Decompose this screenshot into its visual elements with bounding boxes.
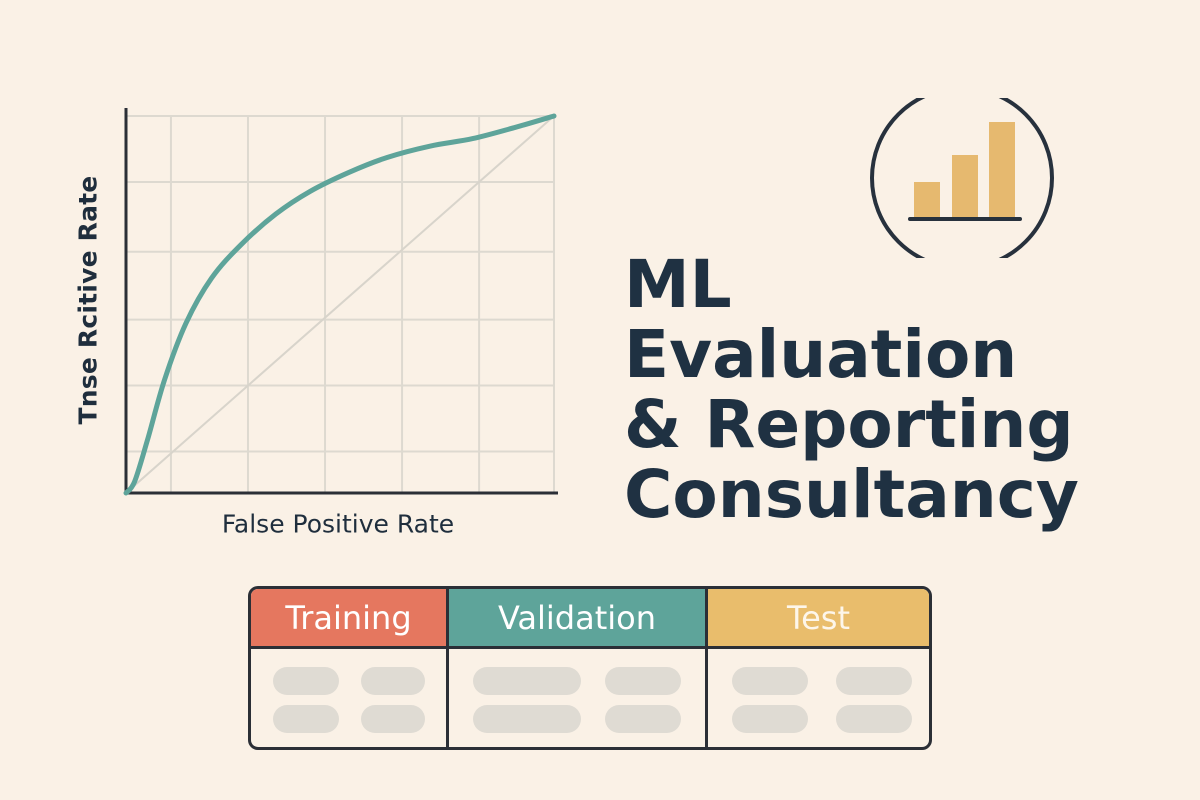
placeholder-pill	[273, 667, 339, 695]
bar-chart-icon	[870, 98, 1054, 258]
placeholder-pill	[361, 667, 425, 695]
validation-header: Validation	[449, 589, 705, 649]
data-splits-table: Training Validation Test	[248, 586, 932, 750]
title-line-2: Evaluation	[624, 316, 1018, 393]
roc-chart	[123, 108, 558, 496]
roc-curve	[123, 113, 557, 496]
badge-bar-2	[952, 155, 978, 218]
placeholder-pill	[732, 667, 808, 695]
title-line-1: ML	[624, 246, 732, 323]
validation-column: Validation	[449, 589, 708, 747]
badge-bar-3	[989, 122, 1015, 218]
training-header: Training	[251, 589, 446, 649]
reference-diagonal	[125, 115, 555, 494]
placeholder-pill	[605, 667, 681, 695]
training-body	[251, 649, 446, 747]
x-axis-label: False Positive Rate	[221, 509, 455, 539]
test-column: Test	[708, 589, 929, 747]
test-header: Test	[708, 589, 929, 649]
title-line-4: Consultancy	[624, 456, 1079, 533]
placeholder-pill	[473, 705, 581, 733]
title-line-3: & Reporting	[624, 386, 1074, 463]
placeholder-pill	[732, 705, 808, 733]
placeholder-pill	[361, 705, 425, 733]
placeholder-pill	[836, 667, 912, 695]
placeholder-pill	[836, 705, 912, 733]
placeholder-pill	[605, 705, 681, 733]
placeholder-pill	[473, 667, 581, 695]
y-axis-label: Tnse Rcitive Rate	[73, 175, 103, 425]
page-title: ML Evaluation & Reporting Consultancy	[624, 250, 1079, 530]
placeholder-pill	[273, 705, 339, 733]
badge-bar-1	[914, 182, 940, 218]
training-column: Training	[251, 589, 449, 747]
badge-circle	[870, 98, 1054, 258]
validation-body	[449, 649, 705, 747]
test-body	[708, 649, 929, 747]
